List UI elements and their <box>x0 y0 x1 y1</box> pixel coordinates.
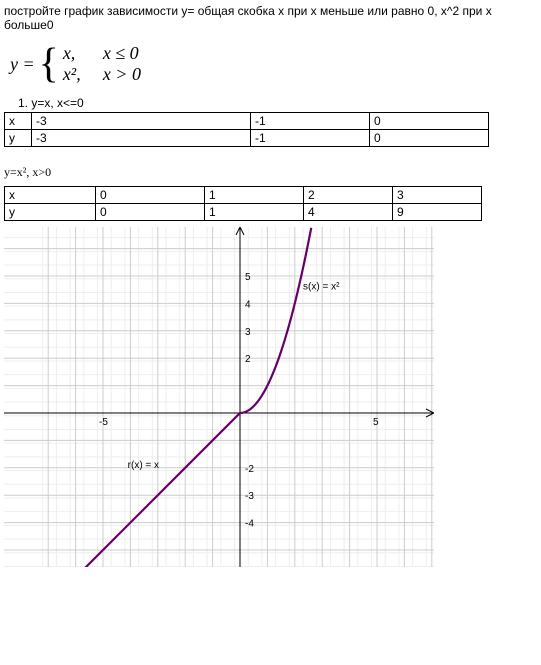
section2-label: y=x², x>0 <box>4 165 537 180</box>
svg-text:s(x) = x²: s(x) = x² <box>303 282 340 293</box>
svg-text:5: 5 <box>245 272 251 283</box>
svg-text:-2: -2 <box>245 464 254 475</box>
section1-label: 1. y=x, x<=0 <box>18 96 537 110</box>
svg-text:r(x) = x: r(x) = x <box>128 460 159 471</box>
svg-text:5: 5 <box>373 417 379 428</box>
piecewise-chart: 2 3 4 5 -2 -3 -4 -5 5 s(x) = x² r(x) = x <box>4 227 434 567</box>
svg-text:-3: -3 <box>245 491 254 502</box>
piecewise-formula: y = { x, x ≤ 0 x², x > 0 <box>10 40 537 88</box>
svg-text:4: 4 <box>245 299 251 310</box>
table-2: x 0 1 2 3 y 0 1 4 9 <box>4 186 482 221</box>
table-row: y -3 -1 0 <box>5 130 489 147</box>
case1-expr: x, <box>63 43 103 64</box>
chart-container: 2 3 4 5 -2 -3 -4 -5 5 s(x) = x² r(x) = x <box>4 227 537 570</box>
case1-cond: x ≤ 0 <box>103 43 173 64</box>
table-row: x -3 -1 0 <box>5 113 489 130</box>
svg-text:-4: -4 <box>245 519 254 530</box>
lhs: y = <box>10 54 35 75</box>
table-1: x -3 -1 0 y -3 -1 0 <box>4 112 489 147</box>
case2-expr: x², <box>63 64 103 85</box>
brace: { <box>39 40 59 88</box>
case2-cond: x > 0 <box>103 64 173 85</box>
svg-text:-5: -5 <box>99 417 108 428</box>
table-row: x 0 1 2 3 <box>5 187 482 204</box>
svg-text:2: 2 <box>245 354 251 365</box>
svg-text:3: 3 <box>245 327 251 338</box>
problem-statement: постройте график зависимости у= общая ск… <box>4 4 537 32</box>
table-row: y 0 1 4 9 <box>5 204 482 221</box>
